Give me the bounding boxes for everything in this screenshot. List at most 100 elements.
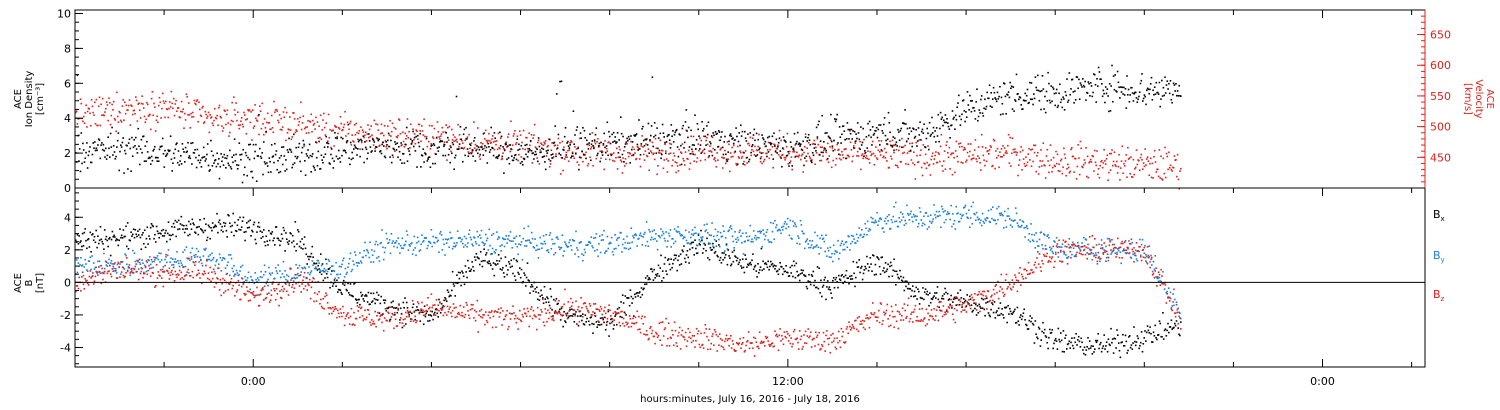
data-point: [253, 125, 256, 127]
data-point: [516, 260, 519, 263]
data-point: [905, 163, 907, 165]
data-point: [165, 229, 167, 232]
data-point: [584, 153, 586, 156]
data-point: [250, 235, 252, 237]
data-point: [690, 241, 693, 244]
data-point: [547, 297, 549, 300]
data-point: [577, 147, 579, 150]
data-point: [408, 150, 410, 152]
data-point: [672, 262, 674, 265]
data-point: [263, 161, 266, 163]
data-point: [427, 320, 429, 322]
data-point: [1084, 80, 1086, 83]
data-point: [988, 314, 991, 316]
data-point: [125, 104, 128, 107]
data-point: [286, 149, 289, 151]
data-point: [928, 121, 931, 124]
data-point: [536, 298, 539, 301]
data-point: [166, 254, 169, 257]
data-point: [928, 163, 931, 166]
data-point: [95, 266, 97, 269]
data-point: [1017, 320, 1020, 322]
data-point: [114, 119, 117, 121]
data-point: [930, 133, 932, 136]
data-point: [435, 308, 438, 310]
data-point: [436, 240, 439, 243]
data-point: [384, 156, 387, 159]
data-point: [206, 115, 209, 118]
data-point: [479, 153, 481, 156]
data-point: [197, 233, 200, 236]
data-point: [691, 152, 693, 155]
data-point: [78, 265, 80, 267]
data-point: [772, 222, 775, 225]
data-point: [559, 173, 562, 175]
data-point: [114, 158, 117, 160]
data-point: [1052, 88, 1055, 90]
data-point: [1125, 340, 1128, 343]
data-point: [785, 265, 787, 267]
data-point: [1155, 171, 1158, 173]
data-point: [589, 156, 591, 159]
data-point: [190, 258, 193, 260]
data-point: [377, 129, 380, 131]
data-point: [282, 260, 285, 263]
data-point: [993, 301, 996, 303]
data-point: [710, 234, 712, 237]
data-point: [550, 154, 553, 156]
data-point: [943, 150, 946, 152]
data-point: [462, 160, 464, 163]
data-point: [238, 127, 241, 130]
data-point: [811, 240, 814, 242]
data-point: [871, 144, 873, 146]
data-point: [694, 114, 696, 116]
data-point: [409, 245, 411, 247]
data-point: [1025, 156, 1027, 158]
data-point: [1082, 163, 1085, 166]
data-point: [924, 146, 927, 149]
data-point: [632, 153, 635, 156]
data-point: [843, 130, 846, 132]
data-point: [210, 259, 212, 262]
data-point: [783, 156, 786, 159]
data-point: [121, 105, 124, 107]
data-point: [764, 235, 767, 237]
data-point: [1158, 320, 1161, 322]
data-point: [655, 233, 657, 235]
data-point: [1009, 136, 1011, 139]
data-point: [959, 289, 962, 291]
data-point: [388, 306, 390, 309]
data-point: [298, 264, 301, 267]
data-point: [694, 153, 696, 156]
data-point: [377, 256, 380, 258]
data-point: [537, 160, 539, 163]
data-point: [596, 326, 598, 328]
data-point: [1104, 101, 1106, 104]
data-point: [649, 139, 651, 141]
data-point: [333, 160, 335, 162]
data-point: [686, 250, 689, 252]
data-point: [270, 114, 273, 117]
data-point: [319, 271, 321, 274]
data-point: [752, 268, 755, 271]
data-point: [856, 266, 859, 268]
data-point: [566, 142, 568, 144]
data-point: [246, 277, 249, 279]
data-point: [437, 131, 440, 133]
data-point: [766, 149, 769, 151]
data-point: [1070, 341, 1072, 344]
data-point: [401, 162, 403, 164]
data-point: [663, 159, 665, 161]
data-point: [1150, 332, 1152, 335]
data-point: [863, 138, 865, 141]
data-point: [493, 132, 496, 134]
data-point: [1040, 165, 1043, 167]
data-point: [781, 229, 784, 231]
data-point: [505, 141, 507, 144]
data-point: [193, 99, 196, 102]
data-point: [535, 153, 538, 156]
data-point: [85, 104, 87, 107]
data-point: [855, 133, 857, 135]
data-point: [1054, 104, 1056, 107]
data-point: [1113, 151, 1116, 153]
